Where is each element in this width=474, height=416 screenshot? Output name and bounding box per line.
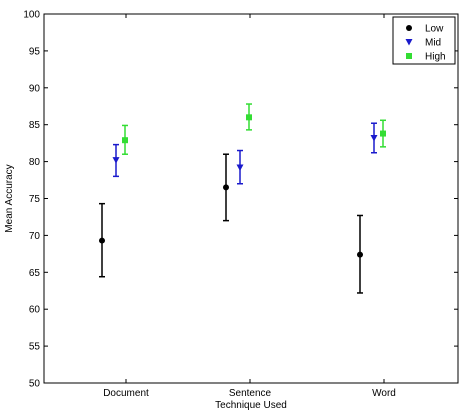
y-tick-label: 50 [29, 379, 41, 390]
data-point [236, 164, 244, 172]
legend-marker [405, 39, 413, 46]
series-high [122, 103, 386, 155]
legend-label: Mid [425, 38, 441, 49]
y-tick-label: 65 [29, 268, 41, 279]
y-tick-label: 85 [29, 120, 41, 131]
data-point [357, 251, 363, 258]
data-point [99, 237, 105, 244]
legend-label: Low [425, 24, 444, 35]
y-tick-label: 90 [29, 83, 41, 94]
data-point [122, 137, 128, 144]
plot-frame [43, 13, 459, 384]
y-tick-label: 55 [29, 342, 41, 353]
data-point [370, 134, 378, 142]
data-point [223, 184, 229, 191]
x-axis-label: Technique Used [215, 400, 287, 411]
y-axis-label: Mean Accuracy [4, 164, 15, 232]
x-tick-label: Word [372, 388, 396, 399]
series-low [99, 153, 363, 294]
data-point [246, 114, 252, 121]
x-tick-label: Document [103, 388, 149, 399]
data-point [380, 130, 386, 137]
series-mid [112, 122, 378, 185]
y-tick-label: 100 [23, 10, 40, 21]
y-tick-label: 70 [29, 231, 41, 242]
y-tick-label: 95 [29, 46, 41, 57]
legend-box [392, 16, 456, 65]
legend-marker [406, 53, 412, 59]
data-point [112, 157, 120, 164]
y-tick-label: 60 [29, 305, 41, 316]
legend-label: High [425, 52, 446, 63]
y-tick-label: 75 [29, 194, 41, 205]
x-tick-label: Sentence [229, 388, 272, 399]
y-tick-label: 80 [29, 157, 41, 168]
legend-marker [406, 25, 412, 31]
